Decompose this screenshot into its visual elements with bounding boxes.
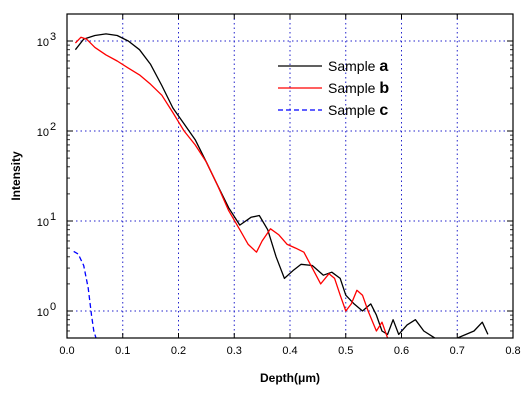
x-tick-label: 0.2 <box>171 345 186 357</box>
series-line-sample-c <box>73 250 97 338</box>
y-tick-label: 10 <box>37 37 49 49</box>
series-line-sample-b <box>74 36 389 338</box>
x-tick-label: 0.6 <box>394 345 409 357</box>
legend: Sample a Sample b Sample c <box>278 58 389 119</box>
y-tick-exponent: 0 <box>50 301 56 313</box>
y-tick-label: 10 <box>37 127 49 139</box>
x-tick-label: 0.0 <box>59 345 74 357</box>
legend-label-sample-a: Sample a <box>328 58 388 75</box>
y-axis-label: Intensity <box>9 151 23 201</box>
grid-lines <box>67 14 513 338</box>
legend-label-sample-c: Sample c <box>328 102 388 119</box>
y-tick-exponent: 3 <box>50 31 56 43</box>
x-tick-label: 0.3 <box>227 345 242 357</box>
legend-letter-c: c <box>379 102 388 119</box>
legend-label-sample-b: Sample b <box>328 80 389 97</box>
x-tick-label: 0.5 <box>338 345 353 357</box>
x-axis-label: Depth(μm) <box>260 371 320 385</box>
series-line-sample-a <box>74 33 489 338</box>
legend-letter-a: a <box>379 58 388 75</box>
x-tick-label: 0.1 <box>115 345 130 357</box>
x-tick-label: 0.4 <box>282 345 297 357</box>
y-tick-exponent: 1 <box>50 211 56 223</box>
series-layer <box>73 33 489 338</box>
legend-letter-b: b <box>379 80 389 97</box>
y-tick-label: 10 <box>37 217 49 229</box>
y-tick-exponent: 2 <box>50 121 56 133</box>
x-tick-label: 0.7 <box>450 345 465 357</box>
y-tick-label: 10 <box>37 307 49 319</box>
x-tick-label: 0.8 <box>505 345 520 357</box>
